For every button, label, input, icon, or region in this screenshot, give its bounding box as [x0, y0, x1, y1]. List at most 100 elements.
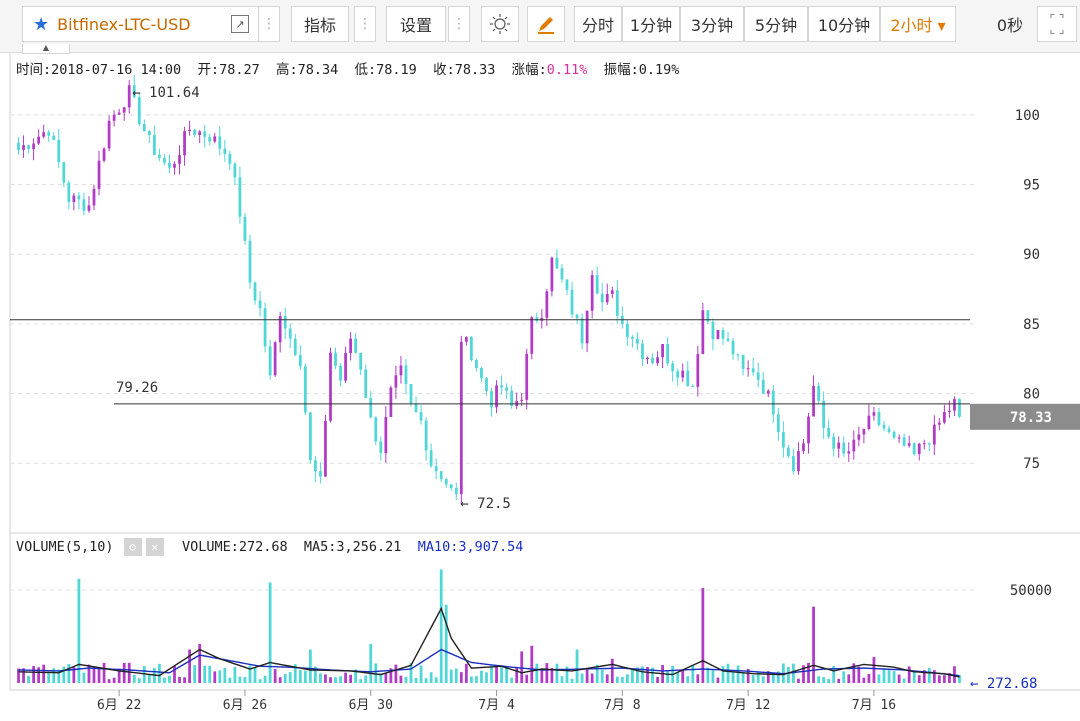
draw-tool-button[interactable]: [527, 6, 565, 42]
volume-bar: [97, 667, 101, 683]
candle-body: [253, 282, 257, 301]
volume-bar: [787, 666, 790, 683]
volume-bar: [480, 670, 483, 683]
volume-bar: [822, 677, 826, 683]
candle-body: [671, 363, 675, 372]
fullscreen-button[interactable]: ⌜ ⌝ ⌞ ⌟: [1037, 6, 1077, 42]
volume-bar: [590, 673, 594, 683]
volume-bar: [731, 672, 735, 683]
candle-body: [751, 368, 755, 373]
candle-body: [459, 341, 463, 495]
collapse-arrow-icon[interactable]: ▲: [22, 44, 70, 54]
volume-bar: [907, 666, 911, 683]
candle-body: [590, 275, 594, 311]
candle-body: [681, 370, 685, 378]
volume-bar: [948, 673, 951, 683]
volume-bar: [419, 665, 423, 683]
candle-body: [812, 385, 815, 417]
price-tick-label: 85: [1023, 317, 1040, 333]
volume-bar: [802, 665, 805, 683]
volume-bar: [741, 672, 745, 683]
candle-body: [319, 471, 322, 477]
volume-bar: [867, 673, 871, 683]
volume-bar: [701, 588, 705, 683]
timeframe-tab[interactable]: 5分钟: [744, 6, 808, 42]
symbol-selector[interactable]: ★ Bitfinex-LTC-USD ↗: [22, 6, 260, 42]
candle-body: [837, 442, 841, 449]
candle-body: [605, 293, 609, 303]
candle-body: [882, 424, 886, 429]
candle-body: [927, 443, 931, 445]
current-volume-label: ← 272.68: [970, 676, 1037, 692]
candle-body: [17, 142, 20, 150]
settings-button[interactable]: 设置: [386, 6, 446, 42]
volume-bar: [520, 651, 524, 683]
price-tick-label: 75: [1023, 456, 1040, 472]
fullscreen-icon: ⌜ ⌝ ⌞ ⌟: [1049, 12, 1065, 36]
candle-body: [117, 112, 121, 115]
volume-bar: [158, 663, 161, 683]
more-icon[interactable]: ⋮: [448, 6, 470, 42]
volume-bar: [631, 668, 634, 683]
candle-body: [27, 145, 30, 150]
candle-body: [354, 338, 358, 353]
x-tick-label: 6月 22: [97, 698, 141, 713]
candle-body: [414, 403, 418, 413]
volume-bar: [600, 669, 604, 683]
candle-body: [610, 290, 614, 294]
volume-bar: [77, 578, 81, 683]
volume-bar: [490, 665, 493, 683]
candle-body: [92, 188, 96, 206]
candle-body: [258, 300, 262, 309]
volume-bar: [475, 676, 478, 683]
candle-body: [585, 310, 589, 344]
timeframe-tab[interactable]: 2小时 ▾: [880, 6, 956, 42]
volume-bar: [927, 667, 931, 683]
candle-body: [308, 412, 312, 461]
candle-body: [912, 443, 916, 454]
close-icon[interactable]: ✕: [145, 538, 164, 556]
volume-bar: [112, 677, 116, 683]
candle-body: [67, 182, 71, 203]
volume-bar: [605, 674, 609, 683]
timeframe-tab[interactable]: 10分钟: [808, 6, 880, 42]
volume-bar: [500, 665, 503, 683]
candle-body: [228, 153, 232, 164]
more-icon[interactable]: ⋮: [258, 6, 280, 42]
ma5-value: MA5:3,256.21: [303, 539, 402, 555]
volume-bar: [555, 663, 559, 683]
candle-body: [142, 123, 146, 132]
more-icon[interactable]: ⋮: [354, 6, 376, 42]
volume-bar: [651, 667, 654, 683]
candle-body: [792, 456, 795, 472]
volume-bar: [459, 672, 463, 683]
candle-body: [72, 195, 76, 203]
candle-body: [470, 337, 473, 360]
star-icon[interactable]: ★: [33, 13, 50, 35]
timeframe-tab[interactable]: 1分钟: [622, 6, 680, 42]
volume-bar: [107, 679, 111, 683]
pencil-icon: [538, 17, 554, 34]
candle-body: [404, 365, 408, 385]
ma10-value: MA10:3,907.54: [417, 539, 524, 555]
external-link-icon[interactable]: ↗: [231, 15, 249, 33]
indicator-button[interactable]: 指标: [291, 6, 349, 42]
volume-bar: [359, 679, 363, 683]
volume-bar: [666, 670, 670, 683]
volume-bar: [917, 675, 921, 683]
x-tick-label: 7月 12: [726, 698, 770, 713]
candle-body: [107, 120, 111, 149]
theme-toggle-button[interactable]: [481, 6, 519, 42]
volume-bar: [223, 667, 227, 683]
candle-body: [77, 195, 81, 200]
volume-bar: [213, 671, 217, 683]
volume-bar: [570, 678, 574, 683]
gear-icon[interactable]: ⚙: [123, 538, 142, 556]
candle-body: [419, 412, 423, 421]
timeframe-tab[interactable]: 分时: [574, 6, 622, 42]
volume-bar: [263, 675, 267, 683]
candle-body: [127, 85, 131, 108]
info-time: 时间:2018-07-16 14:00: [16, 62, 182, 78]
timeframe-tab[interactable]: 3分钟: [680, 6, 744, 42]
